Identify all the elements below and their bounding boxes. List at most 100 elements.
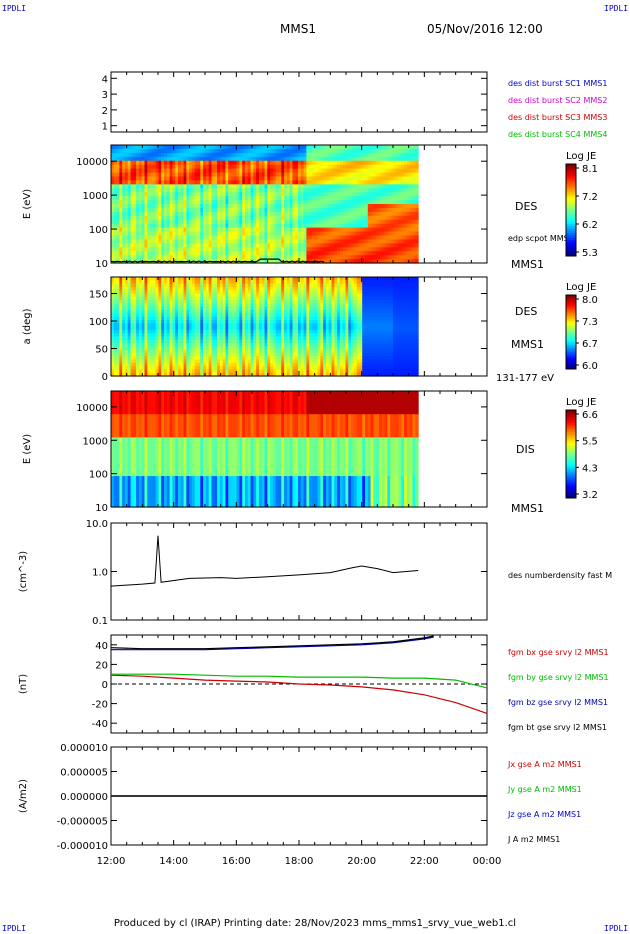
heatmap-cell <box>214 223 218 229</box>
heatmap-cell <box>390 243 394 248</box>
colorbar-band <box>566 251 576 255</box>
heatmap-cell <box>342 145 347 150</box>
heatmap-cell <box>225 296 229 301</box>
heatmap-cell <box>141 366 146 370</box>
heatmap-cell <box>222 215 227 221</box>
heatmap-cell <box>183 160 187 166</box>
heatmap-cell <box>136 243 140 248</box>
heatmap-cell <box>164 188 168 193</box>
heatmap-cell <box>365 184 369 189</box>
heatmap-cell <box>150 316 154 321</box>
heatmap-cell <box>222 223 227 229</box>
heatmap-cell <box>233 160 238 166</box>
heatmap-cell <box>384 204 388 209</box>
heatmap-cell <box>367 211 372 217</box>
heatmap-cell <box>211 310 215 314</box>
heatmap-cell <box>309 204 313 209</box>
heatmap-cell <box>289 243 294 248</box>
heatmap-cell <box>281 207 285 213</box>
heatmap-cell <box>169 168 174 174</box>
heatmap-cell <box>228 362 232 367</box>
heatmap-cell <box>138 196 143 201</box>
heatmap-cell <box>214 339 218 344</box>
heatmap-cell <box>180 277 185 281</box>
heatmap-cell <box>124 306 129 311</box>
heatmap-cell <box>334 148 338 154</box>
heatmap-cell <box>189 290 193 295</box>
heatmap-cell <box>381 204 386 209</box>
heatmap-cell <box>183 339 187 344</box>
heatmap-cell <box>247 223 252 229</box>
heatmap-cell <box>236 329 241 334</box>
heatmap-cell <box>298 168 302 174</box>
heatmap-cell <box>111 219 115 225</box>
heatmap-cell <box>180 227 185 233</box>
heatmap-cell <box>284 164 288 170</box>
heatmap-cell <box>311 160 316 166</box>
heatmap-cell <box>138 176 143 181</box>
heatmap-cell <box>309 227 313 233</box>
heatmap-cell <box>169 290 174 295</box>
heatmap-cell <box>113 152 118 158</box>
heatmap-cell <box>236 239 241 244</box>
heatmap-cell <box>211 356 215 361</box>
heatmap-cell <box>331 184 335 189</box>
heatmap-cell <box>127 200 132 205</box>
heatmap-cell <box>275 160 280 166</box>
heatmap-cell <box>387 188 391 193</box>
heatmap-cell <box>217 184 221 189</box>
heatmap-cell <box>177 168 182 174</box>
heatmap-cell <box>247 168 252 174</box>
heatmap-cell <box>205 303 210 308</box>
heatmap-cell <box>180 243 185 248</box>
heatmap-cell <box>320 188 324 193</box>
heatmap-cell <box>258 184 263 189</box>
heatmap-cell <box>136 339 140 344</box>
heatmap-cell <box>395 176 400 181</box>
heatmap-cell <box>197 290 201 295</box>
heatmap-cell <box>373 160 377 166</box>
heatmap-cell <box>390 255 394 260</box>
heatmap-cell <box>392 160 397 166</box>
heatmap-cell <box>194 192 199 197</box>
heatmap-cell <box>155 168 160 174</box>
heatmap-cell <box>169 148 174 154</box>
heatmap-cell <box>228 235 232 240</box>
heatmap-cell <box>373 251 377 256</box>
heatmap-cell <box>200 145 204 150</box>
heatmap-cell <box>138 296 143 301</box>
heatmap-cell <box>111 247 115 252</box>
heatmap-cell <box>203 148 207 154</box>
heatmap-cell <box>113 293 118 298</box>
heatmap-cell <box>256 227 260 233</box>
heatmap-cell <box>390 231 394 237</box>
heatmap-cell <box>133 172 137 178</box>
heatmap-cell <box>113 207 118 213</box>
heatmap-cell <box>194 219 199 225</box>
heatmap-cell <box>281 148 285 154</box>
heatmap-cell <box>242 296 246 301</box>
heatmap-cell <box>130 296 134 301</box>
heatmap-cell <box>348 243 352 248</box>
heatmap-cell <box>150 176 154 181</box>
heatmap-cell <box>172 223 176 229</box>
heatmap-cell <box>317 196 321 201</box>
heatmap-cell <box>177 310 182 314</box>
heatmap-cell <box>175 316 179 321</box>
heatmap-cell <box>217 372 221 377</box>
heatmap-cell <box>164 283 168 288</box>
y-tick-label: 100 <box>89 225 108 236</box>
heatmap-cell <box>278 180 282 185</box>
heatmap-cell <box>342 239 347 244</box>
heatmap-cell <box>175 211 179 217</box>
heatmap-cell <box>353 164 358 170</box>
heatmap-cell <box>253 239 257 244</box>
heatmap-cell <box>345 231 349 237</box>
heatmap-cell <box>331 243 335 248</box>
heatmap-cell <box>147 168 151 174</box>
heatmap-cell <box>272 184 277 189</box>
heatmap-cell <box>275 176 280 181</box>
heatmap-cell <box>362 176 366 181</box>
heatmap-cell <box>219 283 224 288</box>
heatmap-cell <box>147 211 151 217</box>
